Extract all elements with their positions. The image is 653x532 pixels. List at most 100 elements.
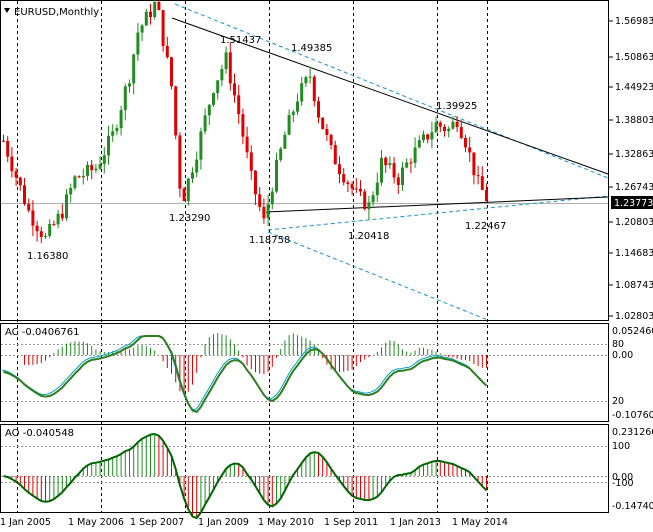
candle bbox=[203, 115, 207, 132]
candle bbox=[6, 140, 10, 157]
candle bbox=[157, 1, 161, 11]
candle bbox=[279, 148, 283, 160]
candle bbox=[237, 95, 241, 115]
price-tick: 1.08743 bbox=[615, 280, 653, 291]
ac-main-line bbox=[3, 335, 488, 414]
candle bbox=[409, 162, 413, 164]
candle bbox=[195, 159, 199, 173]
ao-panel-label: AO -0.040548 bbox=[5, 428, 74, 439]
candle bbox=[325, 128, 329, 135]
candle bbox=[464, 137, 467, 148]
candle bbox=[468, 147, 472, 153]
ao-tick: -0.147406 bbox=[612, 501, 653, 512]
price-tick: 1.38803 bbox=[615, 115, 653, 126]
candle bbox=[174, 86, 178, 136]
candle bbox=[35, 225, 39, 232]
candle bbox=[438, 122, 442, 127]
candle bbox=[161, 10, 165, 46]
candle bbox=[447, 128, 451, 132]
candle bbox=[186, 178, 190, 202]
candle bbox=[354, 188, 358, 190]
time-tick: 1 Jan 2009 bbox=[198, 517, 249, 528]
candle bbox=[153, 1, 157, 18]
candle bbox=[207, 104, 211, 116]
candle bbox=[52, 223, 56, 225]
time-tick: 1 May 2006 bbox=[68, 517, 124, 528]
ao-tick: 100 bbox=[612, 441, 630, 452]
price-tick: 1.32863 bbox=[615, 149, 653, 160]
candle bbox=[254, 170, 257, 195]
price-tick: 1.50863 bbox=[615, 52, 653, 63]
candle bbox=[283, 134, 287, 149]
ac-tick: 0.00 bbox=[612, 350, 633, 361]
chart-title: EURUSD,Monthly bbox=[14, 7, 99, 18]
candle bbox=[317, 101, 320, 118]
candle bbox=[224, 52, 228, 70]
candle bbox=[77, 176, 81, 178]
candle bbox=[371, 195, 375, 203]
ac-tick: -0.107603 bbox=[612, 410, 653, 421]
candle bbox=[380, 157, 383, 183]
annotation-high-2008: 1.51437 bbox=[220, 35, 261, 46]
annotation-high-2014: 1.39925 bbox=[436, 101, 477, 112]
candle bbox=[476, 175, 480, 177]
candle bbox=[115, 128, 119, 132]
candle bbox=[405, 162, 409, 168]
candle bbox=[23, 185, 26, 205]
candle bbox=[304, 77, 308, 84]
candle bbox=[422, 134, 425, 141]
annotation-low-2008: 1.23290 bbox=[169, 213, 210, 224]
candle bbox=[245, 136, 249, 153]
candle bbox=[262, 206, 266, 219]
candle bbox=[136, 32, 140, 55]
candle bbox=[375, 182, 379, 196]
candle bbox=[434, 122, 438, 133]
price-axis: 1.56983 1.50863 1.44923 1.38803 1.32863 … bbox=[609, 16, 653, 322]
candle bbox=[212, 93, 215, 105]
annotation-low-2010: 1.18758 bbox=[249, 235, 290, 246]
candle bbox=[178, 135, 182, 189]
price-channel bbox=[174, 3, 609, 321]
candle bbox=[384, 157, 388, 166]
candle bbox=[291, 111, 295, 116]
time-tick: 1 May 2014 bbox=[452, 517, 508, 528]
candle bbox=[472, 152, 476, 176]
candle bbox=[132, 54, 136, 84]
annotation-low-2012: 1.20418 bbox=[348, 231, 389, 242]
ao-panel: AO -0.040548 0.231266 100 0.00 -100 -0.1… bbox=[1, 427, 653, 520]
candle bbox=[342, 174, 346, 183]
candle bbox=[300, 83, 304, 102]
candle bbox=[140, 25, 144, 33]
candle bbox=[350, 184, 354, 189]
candle bbox=[266, 204, 270, 219]
ao-histogram bbox=[7, 434, 487, 518]
candle bbox=[392, 163, 396, 178]
trendlines bbox=[171, 17, 609, 213]
candle bbox=[443, 126, 446, 132]
annotation-high-2011: 1.49385 bbox=[291, 43, 332, 54]
candle bbox=[128, 83, 131, 87]
candle bbox=[86, 164, 89, 176]
ac-histogram bbox=[24, 333, 487, 395]
candle bbox=[312, 76, 316, 102]
price-tick: 1.26743 bbox=[615, 182, 653, 193]
price-tick: 1.44923 bbox=[615, 82, 653, 93]
ac-tick: 20 bbox=[612, 396, 624, 407]
ac-tick: 80 bbox=[612, 339, 624, 350]
symbol-arrow-icon bbox=[4, 8, 10, 13]
candle bbox=[417, 140, 421, 148]
candle bbox=[39, 231, 43, 237]
candle bbox=[321, 117, 325, 129]
annotation-low-2014: 1.22467 bbox=[465, 221, 506, 232]
vertical-gridlines bbox=[17, 1, 488, 512]
candle bbox=[73, 176, 77, 189]
candle bbox=[65, 194, 68, 219]
candle bbox=[119, 109, 123, 129]
candle bbox=[199, 131, 203, 160]
candle bbox=[98, 164, 102, 169]
candle bbox=[388, 163, 392, 166]
candle bbox=[275, 159, 278, 192]
candle bbox=[170, 57, 173, 87]
price-annotations: 1.51437 1.49385 1.39925 1.23290 1.16380 … bbox=[27, 35, 506, 262]
